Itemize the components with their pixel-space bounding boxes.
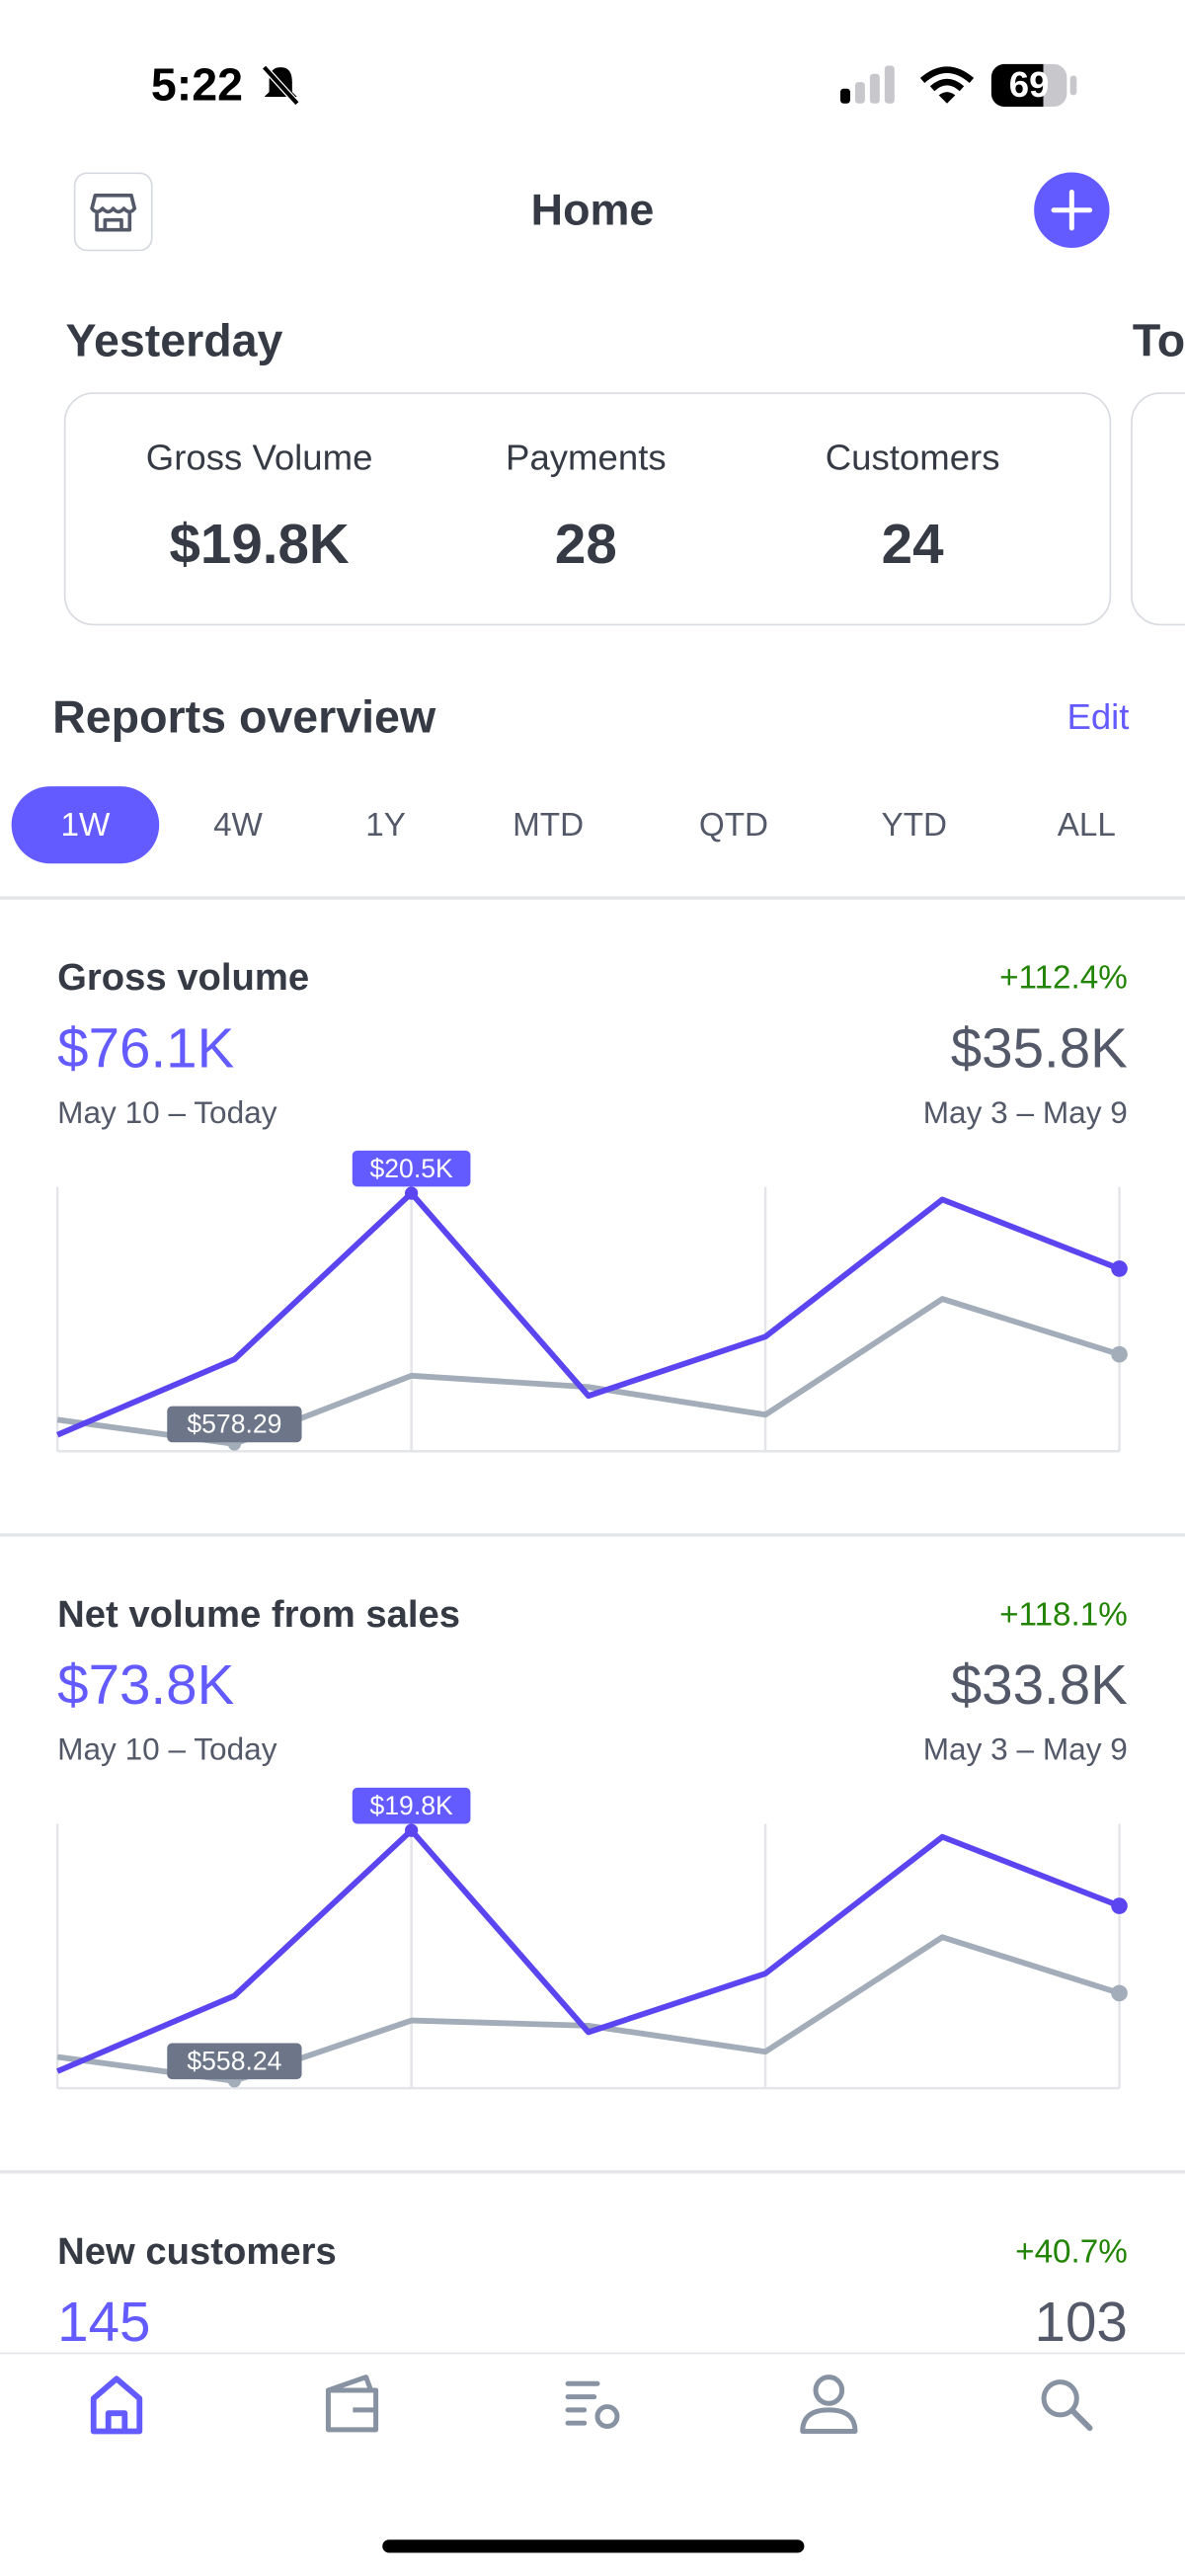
current-period: May 10 – Today — [57, 1096, 277, 1132]
home-indicator — [382, 2539, 805, 2553]
value-label: $558.24 — [187, 2047, 281, 2076]
value-label: $578.29 — [187, 1409, 281, 1439]
summary-card[interactable] — [63, 392, 1112, 626]
summary-label: Payments — [506, 437, 667, 478]
wifi-icon — [919, 66, 975, 104]
charts: $578.29 $20.5K $558.24 $19.8K — [55, 1150, 1128, 2090]
divider — [0, 1533, 1185, 1536]
divider — [0, 2170, 1185, 2173]
card-title: Gross volume — [57, 955, 310, 999]
current-period: May 10 – Today — [57, 1733, 277, 1769]
previous-value: 103 — [1034, 2292, 1128, 2355]
tab-bar — [0, 2352, 1185, 2576]
battery-icon — [990, 63, 1067, 108]
next-summary-card[interactable] — [1131, 392, 1185, 626]
edit-button[interactable]: Edit — [1066, 695, 1130, 738]
value-label-bg — [167, 2043, 302, 2080]
previous-value: $35.8K — [950, 1017, 1128, 1081]
section-title: Reports overview — [52, 690, 436, 743]
page-title: Home — [530, 185, 655, 235]
range-pill[interactable] — [11, 786, 160, 864]
range-option[interactable]: MTD — [513, 807, 585, 845]
summary-value: $19.8K — [169, 514, 350, 577]
current-value: 145 — [57, 2292, 151, 2355]
change-percent: +112.4% — [999, 960, 1128, 997]
summary-heading: Yesterday — [65, 315, 283, 366]
card-title: Net volume from sales — [57, 1592, 461, 1636]
signal-icon — [839, 65, 895, 104]
add-button[interactable] — [1034, 172, 1110, 248]
range-option[interactable]: QTD — [698, 807, 769, 845]
point-marker — [404, 1186, 419, 1200]
previous-period: May 3 – May 9 — [922, 1096, 1128, 1132]
change-percent: +118.1% — [999, 1597, 1128, 1634]
summary-value: 24 — [881, 514, 944, 577]
summary-label: Gross Volume — [145, 437, 373, 478]
battery-cap — [1069, 75, 1077, 96]
end-point — [1111, 1897, 1128, 1914]
point-marker — [404, 1823, 419, 1837]
value-label: $19.8K — [369, 1791, 453, 1820]
range-option[interactable]: ALL — [1057, 807, 1116, 845]
value-label-bg — [352, 1150, 471, 1187]
end-point — [1111, 1345, 1128, 1363]
next-summary-heading: To — [1132, 315, 1185, 366]
card-title: New customers — [57, 2229, 337, 2273]
battery-level: 69 — [1008, 63, 1050, 106]
range-option[interactable]: YTD — [881, 807, 948, 845]
summary-value: 28 — [554, 514, 617, 577]
value-label: $20.5K — [369, 1154, 453, 1183]
previous-period: May 3 – May 9 — [922, 1733, 1128, 1769]
tab-icons — [90, 2375, 1093, 2435]
range-option[interactable]: 1W — [60, 807, 111, 845]
end-point — [1111, 1260, 1128, 1277]
current-value: $73.8K — [57, 1654, 235, 1718]
mute-icon — [262, 64, 300, 106]
range-option[interactable]: 1Y — [365, 807, 406, 845]
series-line — [56, 1190, 1121, 1438]
store-button[interactable] — [73, 172, 153, 252]
summary-label: Customers — [825, 437, 1000, 478]
end-point — [1111, 1984, 1128, 2002]
value-label-bg — [167, 1406, 302, 1443]
change-percent: +40.7% — [1015, 2234, 1128, 2271]
value-label-bg — [352, 1787, 471, 1824]
status-time: 5:22 — [150, 58, 244, 111]
previous-value: $33.8K — [950, 1654, 1128, 1718]
divider — [0, 896, 1185, 899]
current-value: $76.1K — [57, 1017, 235, 1081]
series-line — [56, 1827, 1121, 2074]
store-icon — [90, 193, 137, 232]
range-option[interactable]: 4W — [213, 807, 263, 845]
